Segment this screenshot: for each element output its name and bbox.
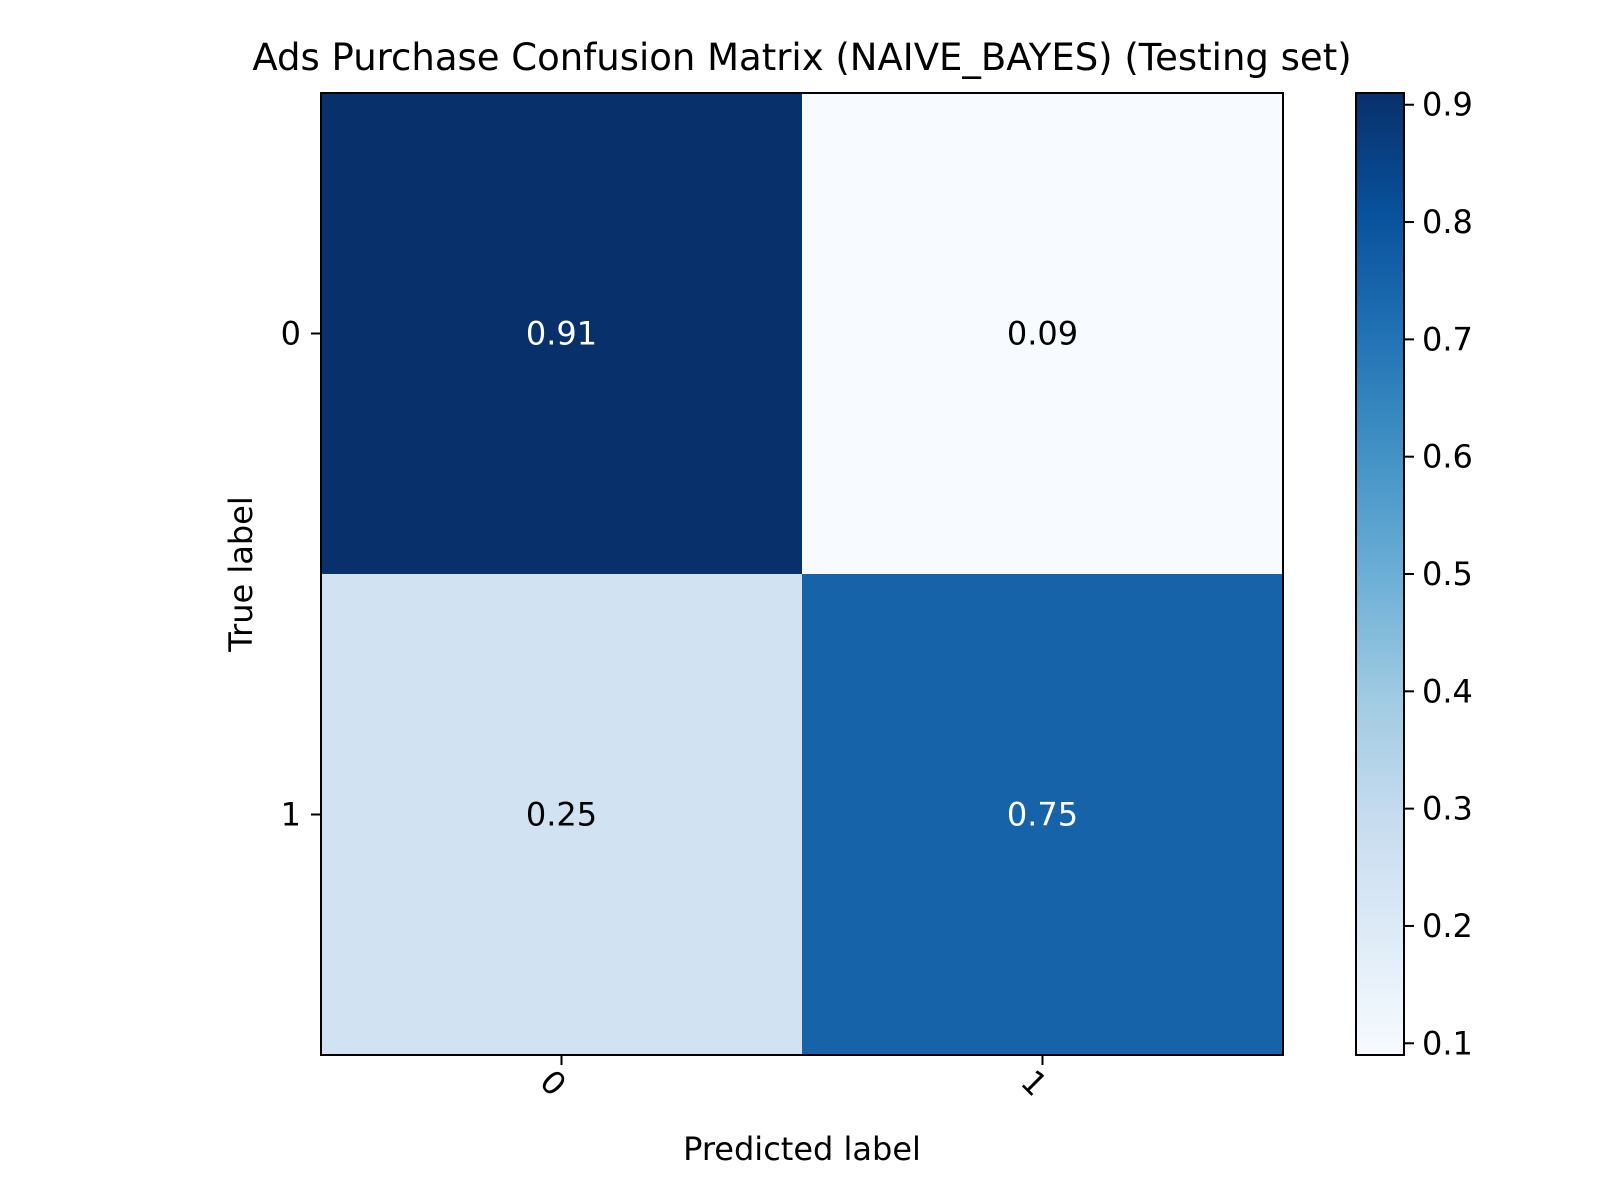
colorbar-ticks: 0.1 0.2 0.3 0.4 0.5 0.6 0.7 0.8 0.9 xyxy=(1404,86,1473,1062)
colorbar-tick-label-3: 0.4 xyxy=(1422,672,1473,710)
colorbar-tick-label-2: 0.3 xyxy=(1422,790,1473,828)
cell-value-label-0-1: 0.09 xyxy=(1007,315,1078,353)
colorbar-tick-label-7: 0.8 xyxy=(1422,203,1473,241)
colorbar-tick-label-0: 0.1 xyxy=(1422,1024,1473,1062)
y-axis-ticks: 01 xyxy=(281,315,321,834)
heatmap-cells: 0.91 0.09 0.25 0.75 xyxy=(321,93,1284,1056)
y-axis-label: True label xyxy=(222,496,260,653)
colorbar-tick-label-1: 0.2 xyxy=(1422,907,1473,945)
cell-value-label-1-0: 0.25 xyxy=(526,796,597,834)
heatmap-cell-1-1 xyxy=(802,574,1284,1056)
y-tick-label-0: 0 xyxy=(281,315,301,353)
colorbar-tick-label-5: 0.6 xyxy=(1422,438,1473,476)
heatmap-cell-0-0 xyxy=(321,93,803,575)
plot-frame xyxy=(320,92,1284,1056)
chart-title: Ads Purchase Confusion Matrix (NAIVE_BAY… xyxy=(252,36,1351,79)
y-tick-label-1: 1 xyxy=(281,796,301,834)
cell-value-label-0-0: 0.91 xyxy=(526,315,597,353)
heatmap-cell-0-1 xyxy=(802,93,1284,575)
x-tick-label-0: 0 xyxy=(532,1062,573,1103)
colorbar-tick-label-6: 0.7 xyxy=(1422,320,1473,358)
heatmap-cell-1-0 xyxy=(321,574,803,1056)
colorbar-tick-label-8: 0.9 xyxy=(1422,86,1473,124)
colorbar-tick-label-4: 0.5 xyxy=(1422,555,1473,593)
cell-value-label-1-1: 0.75 xyxy=(1007,796,1078,834)
x-axis-label: Predicted label xyxy=(683,1130,921,1168)
colorbar xyxy=(1356,93,1404,1055)
x-tick-label-1: 1 xyxy=(1013,1062,1054,1103)
